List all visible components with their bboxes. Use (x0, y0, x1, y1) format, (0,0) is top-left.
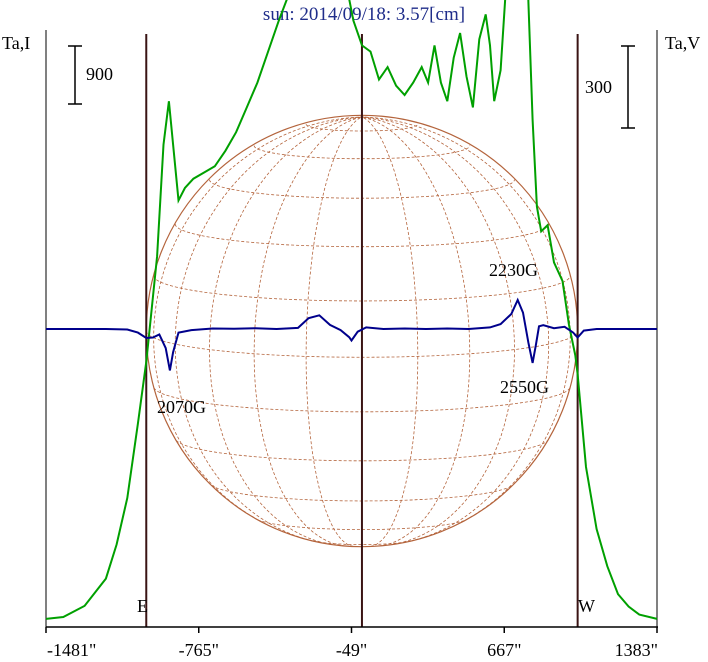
parallel-line (313, 540, 411, 545)
meridian-line (361, 116, 550, 542)
meridian-line (361, 116, 471, 547)
x-tick-label: -1481" (47, 640, 96, 660)
right-scale-bar: 300 (585, 45, 635, 129)
left-scale-bar: 900 (68, 45, 113, 105)
meridian-line (361, 116, 571, 526)
x-tick-label: 1383" (615, 640, 658, 660)
right-axis-label: Ta,V (665, 33, 700, 53)
annotation-2070g: 2070G (157, 397, 206, 417)
x-axis-ticks: -1481" -765" -49" 667" 1383" (45, 627, 658, 660)
east-limb-label: E (137, 596, 148, 616)
meridian-line (361, 116, 515, 545)
polarization-series-line (46, 297, 657, 371)
meridian-line (174, 116, 363, 542)
left-scale-value: 900 (86, 64, 113, 84)
meridian-line (208, 116, 363, 545)
annotation-2550g: 2550G (500, 377, 549, 397)
meridian-line (153, 116, 363, 526)
x-tick-label: -765" (179, 640, 219, 660)
meridian-line (361, 116, 419, 547)
parallel-line (175, 440, 548, 462)
left-axis-label: Ta,I (2, 33, 30, 53)
meridian-line (305, 116, 363, 547)
meridian-line (253, 116, 363, 547)
west-limb-label: W (578, 596, 595, 616)
chart-title: sun: 2014/09/18: 3.57[cm] (263, 4, 465, 25)
x-tick-label: 667" (487, 640, 521, 660)
intensity-series-line (45, 0, 658, 620)
annotation-2230g: 2230G (489, 260, 538, 280)
right-scale-value: 300 (585, 77, 612, 97)
x-tick-label: -49" (336, 640, 367, 660)
